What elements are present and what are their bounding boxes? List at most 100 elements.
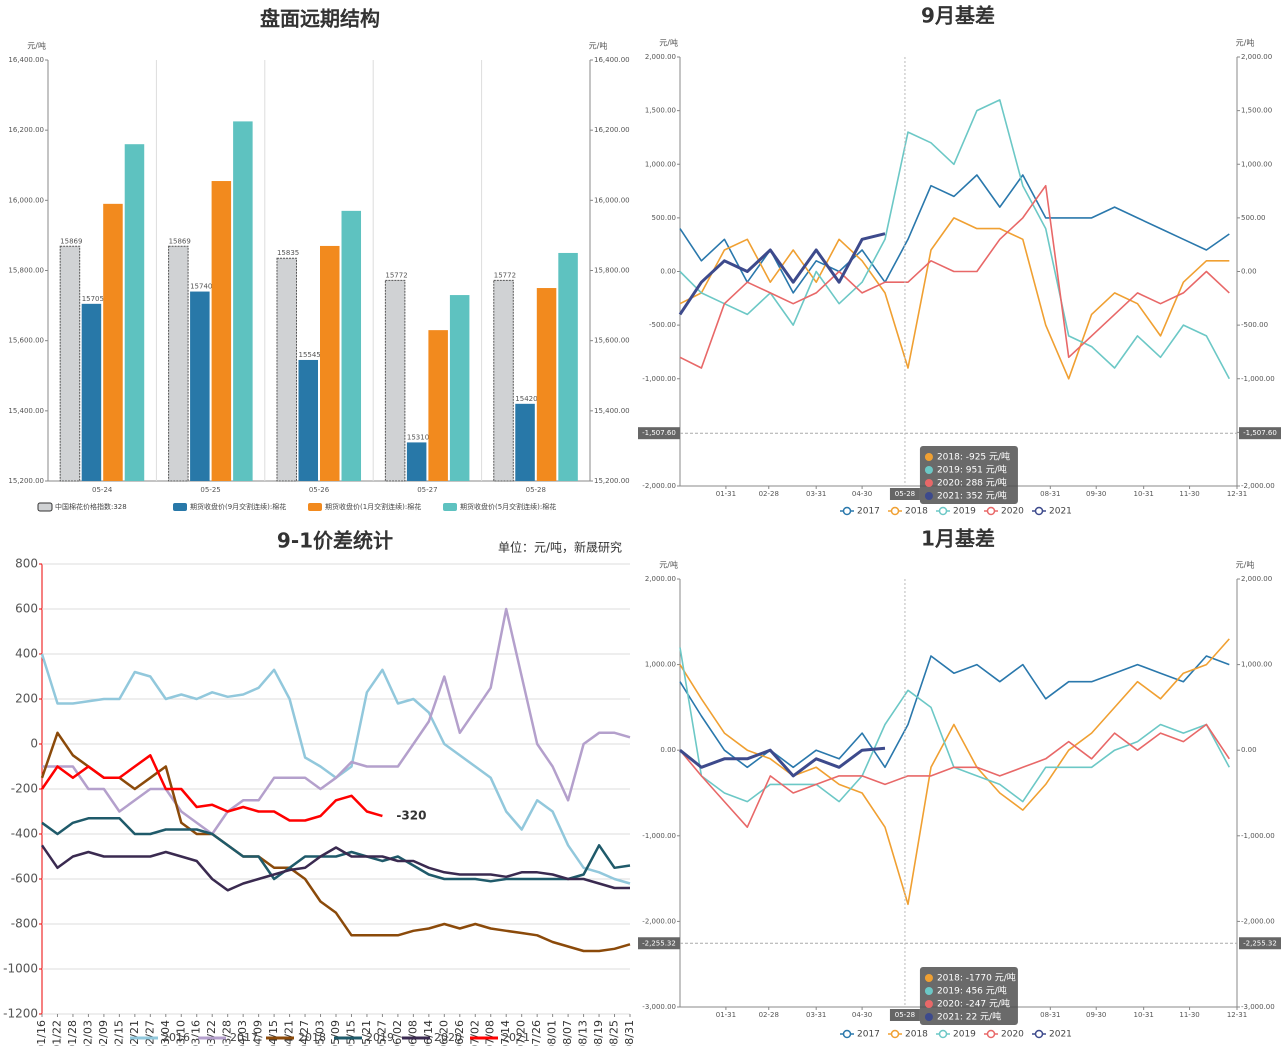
data-label: 15420 [515,395,537,403]
legend-swatch [890,506,900,516]
x-tick-label: 03/04 [159,1020,172,1046]
data-label: 15835 [277,249,299,257]
x-tick-label: 02/15 [112,1020,125,1046]
legend-label: 2017 [230,1031,258,1044]
y-tick-label: -1000 [3,962,38,976]
tooltip-text: 2021: 22 元/吨 [937,1011,1001,1023]
data-label: 15772 [494,271,516,279]
x-tick-label: 07/02 [468,1020,481,1046]
x-tick-label: 11-30 [1179,490,1199,498]
y-tick-label: -500.00 [649,321,676,329]
y2-tick-label: 0.00 [1241,268,1257,276]
legend-label: 期货收盘价(9月交割连续):棉花 [190,502,286,511]
x-tick-label: 01-31 [716,1011,736,1019]
y2-tick-label: -1,000.00 [1241,375,1275,383]
legend-swatch [308,503,322,511]
x-tick-label: 08/07 [561,1020,574,1046]
x-tick-label: 05/03 [314,1020,327,1046]
legend-label: 2017 [857,507,880,517]
x-tick-label: 07/08 [484,1020,497,1046]
x-tick-label: 05-25 [200,486,220,494]
y-tick-label: 1,000.00 [645,160,676,168]
legend-label: 2020 [1001,1030,1024,1040]
y2-tick-label: 2,000.00 [1241,53,1272,61]
x-tick-label: 05/21 [360,1020,373,1046]
x-tick-label: 08/25 [608,1020,621,1046]
data-label: 15310 [407,433,429,441]
bar [124,144,145,481]
x-tick-label: 01/16 [35,1020,48,1046]
marker-box [1239,427,1281,440]
y2-tick-label: -3,000.00 [1241,1003,1275,1011]
marker-label: -1,507.60 [642,429,676,437]
y-tick-label: -2,000.00 [642,917,676,925]
y-tick-label: 15,400.00 [8,407,44,415]
legend-swatch [842,506,852,516]
bar [493,279,514,482]
y-tick-label: 400 [15,647,38,661]
y-tick-label: -600 [11,872,38,886]
y2-tick-label: 15,800.00 [594,267,630,275]
y-tick-label: -2,000.00 [642,482,676,490]
y2-tick-label: 16,400.00 [594,56,630,64]
series-line [40,844,630,892]
x-tick-label: 08/13 [577,1020,590,1046]
legend-swatch [986,506,996,516]
bar [536,288,557,481]
legend-label: 期货收盘价(1月交割连续):棉花 [325,502,421,511]
x-tick-label: 06/26 [453,1020,466,1046]
x-tick-label: 01/22 [50,1020,63,1046]
legend-label: 2018 [905,507,928,517]
legend-swatch [986,1029,996,1039]
bar [515,403,535,481]
tooltip-dot [924,1013,933,1021]
series-line [679,746,886,778]
x-tick-label: 11-30 [1179,1011,1199,1019]
chart-title: 1月基差 [921,527,995,551]
y-tick-label: 0.00 [660,746,676,754]
y-tick-label: 800 [15,557,38,571]
x-tick-label: 07/20 [515,1020,528,1046]
y2-tick-label: 1,500.00 [1241,107,1272,115]
bar [298,359,318,481]
tooltip [919,446,1018,504]
x-tick-label: 07/26 [530,1020,543,1046]
series-line [679,638,1230,906]
series-line [678,232,886,316]
chart-title: 盘面远期结构 [260,7,380,31]
bar [384,279,406,482]
data-label: 15869 [60,237,82,245]
x-tick-label: 01/28 [66,1020,79,1046]
series-line [40,731,631,953]
x-tick-label: 12-31 [1227,490,1247,498]
y2-tick-label: 2,000.00 [1241,575,1272,583]
series-line [679,217,1230,380]
x-tick-label: 05-24 [92,486,113,494]
y2-tick-label: 1,000.00 [1241,661,1272,669]
bar [449,295,470,481]
x-tick-label: 05-27 [417,486,437,494]
y-tick-label: 15,200.00 [8,477,44,485]
legend-label: 2018 [905,1030,928,1040]
y-tick-label: -1,000.00 [642,375,676,383]
y2-tick-label: 15,200.00 [594,477,630,485]
series-line [42,607,631,836]
legend-label: 2020 [434,1031,462,1044]
y-tick-label: 0.00 [660,268,676,276]
tooltip-dot [924,466,933,474]
tooltip-text: 2018: -1770 元/吨 [937,972,1016,984]
x-tick-label: 09-30 [1086,490,1106,498]
bar [81,303,102,481]
marker-box [638,937,680,950]
y-tick-label: 15,800.00 [8,267,44,275]
x-tick-label: 05/09 [329,1020,342,1046]
annotation: -320 [396,809,426,823]
tooltip-text: 2019: 951 元/吨 [937,464,1007,476]
legend-label: 2017 [857,1030,880,1040]
x-tick-label: 06/20 [437,1020,450,1046]
tooltip-dot [924,1000,933,1008]
x-tick-label: 02-28 [759,490,779,498]
y2-unit: 元/吨 [1236,38,1255,48]
x-tick-label: 02/21 [128,1020,141,1046]
